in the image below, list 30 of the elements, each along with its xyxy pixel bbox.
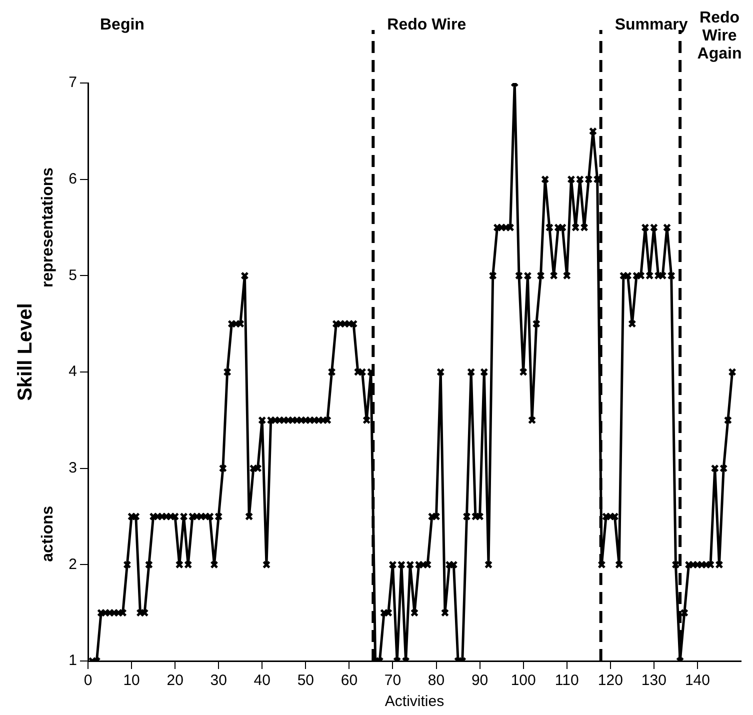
x-tick-label: 130 — [641, 672, 666, 690]
text: Begin — [100, 16, 144, 34]
x-tick-label: 110 — [554, 672, 579, 690]
x-tick-label: 20 — [166, 672, 184, 690]
x-tick-label: 140 — [684, 672, 710, 690]
x-tick-label: 30 — [210, 672, 227, 690]
y-tick-label: 6 — [68, 170, 77, 188]
x-tick-label: 100 — [510, 672, 536, 690]
x-tick-label: 80 — [428, 672, 445, 690]
y-tick-label: 5 — [68, 266, 77, 284]
x-tick-label: 120 — [598, 672, 623, 690]
y-tick-label: 3 — [68, 459, 77, 476]
y-tick-label: 7 — [68, 74, 77, 92]
text: actions — [39, 506, 56, 562]
x-tick-label: 40 — [254, 672, 270, 690]
ref-line-label: Redo Wire Again — [697, 9, 742, 62]
x-tick-label: 0 — [84, 672, 92, 690]
ref-line-label: Redo Wire — [387, 16, 466, 34]
x-axis-title: Activities — [384, 693, 444, 710]
text: representations — [39, 167, 56, 288]
x-tick-label: 50 — [297, 672, 314, 690]
ref-line-label: Summary — [614, 16, 688, 34]
y-axis-title: Skill Level — [14, 303, 37, 401]
y-tick-label: 1 — [68, 652, 77, 670]
x-tick-label: 70 — [384, 672, 402, 690]
x-tick-label: 60 — [340, 672, 358, 690]
y-tick-label: 4 — [68, 363, 77, 380]
y-tick-label: 2 — [68, 556, 77, 573]
x-tick-label: 90 — [471, 672, 488, 690]
x-tick-label: 10 — [123, 672, 140, 690]
